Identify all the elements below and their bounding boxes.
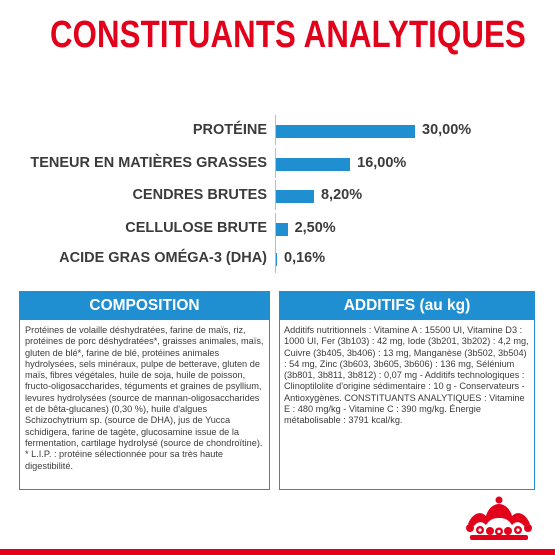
category-label: TENEUR EN MATIÈRES GRASSES	[30, 155, 267, 171]
axis-line	[275, 213, 276, 243]
additifs-text: Additifs nutritionnels : Vitamine A : 15…	[284, 325, 530, 427]
category-label: CENDRES BRUTES	[132, 187, 267, 203]
composition-header: COMPOSITION	[19, 291, 270, 320]
composition-box	[19, 320, 270, 490]
composition-body: Protéines de volaille déshydratées, fari…	[25, 325, 264, 448]
composition-text: Protéines de volaille déshydratées, fari…	[25, 325, 268, 472]
bar	[276, 125, 415, 138]
axis-line	[275, 243, 276, 273]
value-label: 30,00%	[422, 122, 472, 138]
chart-row: CELLULOSE BRUTE 2,50%	[0, 213, 555, 243]
bottom-red-band	[0, 549, 555, 555]
bar	[276, 253, 277, 266]
axis-line	[275, 148, 276, 178]
chart-row: CENDRES BRUTES 8,20%	[0, 180, 555, 210]
bar	[276, 223, 288, 236]
category-label: ACIDE GRAS OMÉGA-3 (DHA)	[59, 250, 267, 266]
composition-footnote: * L.I.P. : protéine sélectionnée pour sa…	[25, 449, 224, 471]
chart-row: PROTÉINE 30,00%	[0, 115, 555, 145]
value-label: 0,16%	[284, 250, 326, 266]
chart-row: TENEUR EN MATIÈRES GRASSES 16,00%	[0, 148, 555, 178]
value-label: 8,20%	[320, 187, 363, 203]
axis-line	[275, 180, 276, 210]
bar	[276, 190, 314, 203]
nutrient-bar-chart: PROTÉINE 30,00% TENEUR EN MATIÈRES GRASSES…	[0, 115, 555, 278]
additifs-box	[279, 320, 535, 490]
bar	[276, 158, 351, 171]
value-label: 2,50%	[294, 220, 336, 236]
value-label: 16,00%	[357, 155, 407, 171]
category-label: CELLULOSE BRUTE	[125, 220, 267, 236]
chart-row: ACIDE GRAS OMÉGA-3 (DHA) 0,16%	[0, 243, 555, 273]
axis-line	[275, 115, 276, 145]
additifs-header: ADDITIFS (au kg)	[279, 291, 535, 320]
category-label: PROTÉINE	[192, 122, 267, 138]
page-title: CONSTITUANTS ANALYTIQUES	[49, 14, 526, 56]
royal-canin-crown-logo	[466, 496, 532, 540]
additifs-body: Additifs nutritionnels : Vitamine A : 15…	[284, 325, 529, 426]
